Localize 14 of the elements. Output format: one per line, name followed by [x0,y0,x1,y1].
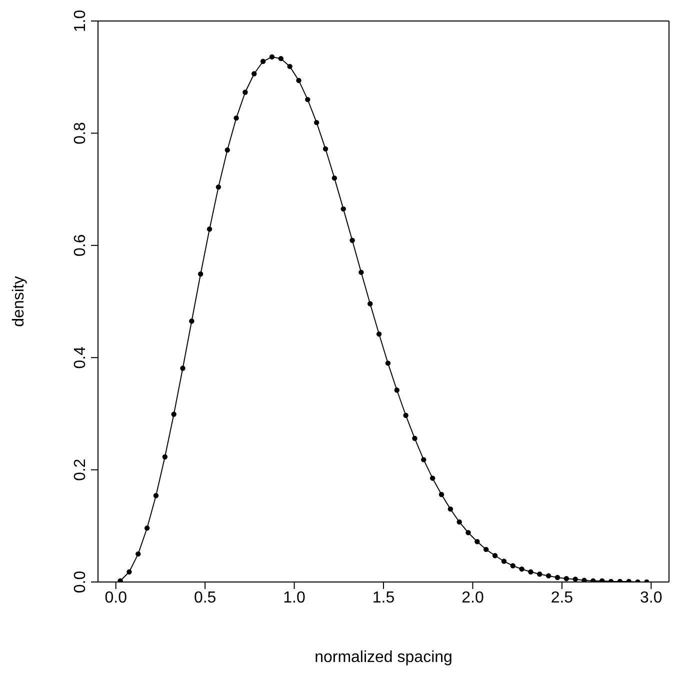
x-tick-label: 3.0 [640,589,662,606]
x-tick-label: 1.5 [372,589,395,606]
y-tick-label: 0.8 [72,122,89,144]
x-axis-title: normalized spacing [314,649,452,666]
y-tick-label: 0.6 [72,234,89,257]
x-tick-label: 2.0 [462,589,484,606]
y-tick-label: 1.0 [72,10,89,32]
y-axis-title: density [10,276,28,327]
x-tick-label: 0.5 [194,589,216,606]
x-tick-label: 2.5 [550,589,574,606]
x-tick-label: 1.0 [283,589,306,606]
y-tick-label: 0.4 [72,346,89,369]
y-tick-label: 0.2 [72,458,89,481]
x-tick-label: 0.0 [104,589,128,606]
